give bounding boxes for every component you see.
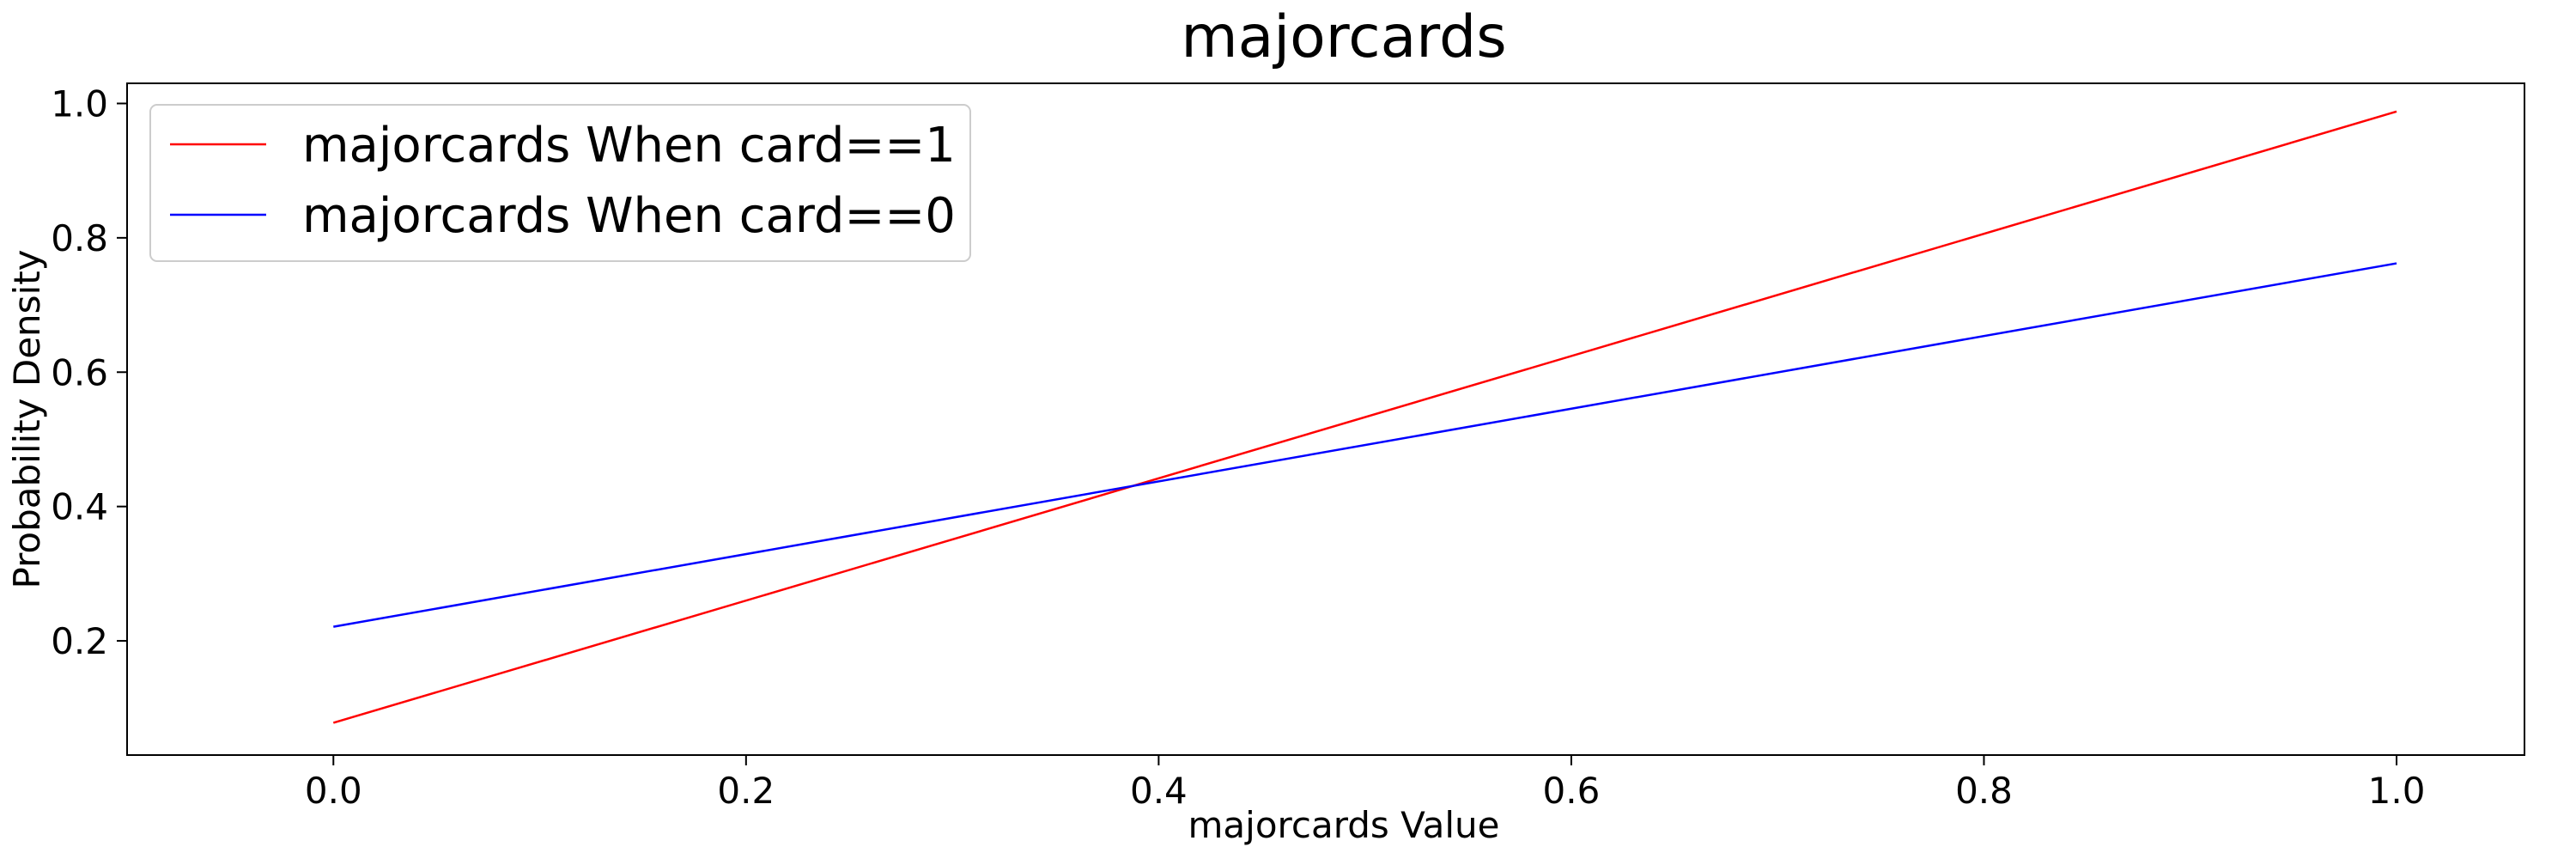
x-tick-label: 1.0 bbox=[2368, 770, 2426, 812]
y-tick-label: 0.8 bbox=[51, 217, 108, 259]
x-tick-label: 0.2 bbox=[717, 770, 775, 812]
chart-title: majorcards bbox=[1181, 3, 1506, 71]
legend-label-card1: majorcards When card==1 bbox=[302, 118, 956, 174]
y-axis-label: Probability Density bbox=[6, 249, 48, 588]
series-lines bbox=[332, 110, 2397, 724]
x-axis-label: majorcards Value bbox=[1188, 804, 1500, 846]
legend-label-card0: majorcards When card==0 bbox=[302, 188, 956, 244]
legend: majorcards When card==1 majorcards When … bbox=[149, 104, 971, 262]
series-line-1 bbox=[333, 262, 2397, 628]
x-tick-label: 0.8 bbox=[1955, 770, 2013, 812]
x-tick-label: 0.6 bbox=[1543, 770, 1601, 812]
y-tick-label: 1.0 bbox=[51, 82, 108, 125]
y-tick-label: 0.4 bbox=[51, 486, 108, 528]
y-axis-ticks: 0.2 0.4 0.6 0.8 1.0 bbox=[51, 82, 127, 662]
y-tick-label: 0.6 bbox=[51, 351, 108, 393]
series-line-0 bbox=[332, 110, 2397, 724]
y-tick-label: 0.2 bbox=[51, 620, 108, 662]
legend-box bbox=[149, 104, 971, 262]
x-axis-ticks: 0.0 0.2 0.4 0.6 0.8 1.0 bbox=[305, 755, 2426, 812]
x-tick-label: 0.0 bbox=[305, 770, 362, 812]
x-tick-label: 0.4 bbox=[1130, 770, 1188, 812]
